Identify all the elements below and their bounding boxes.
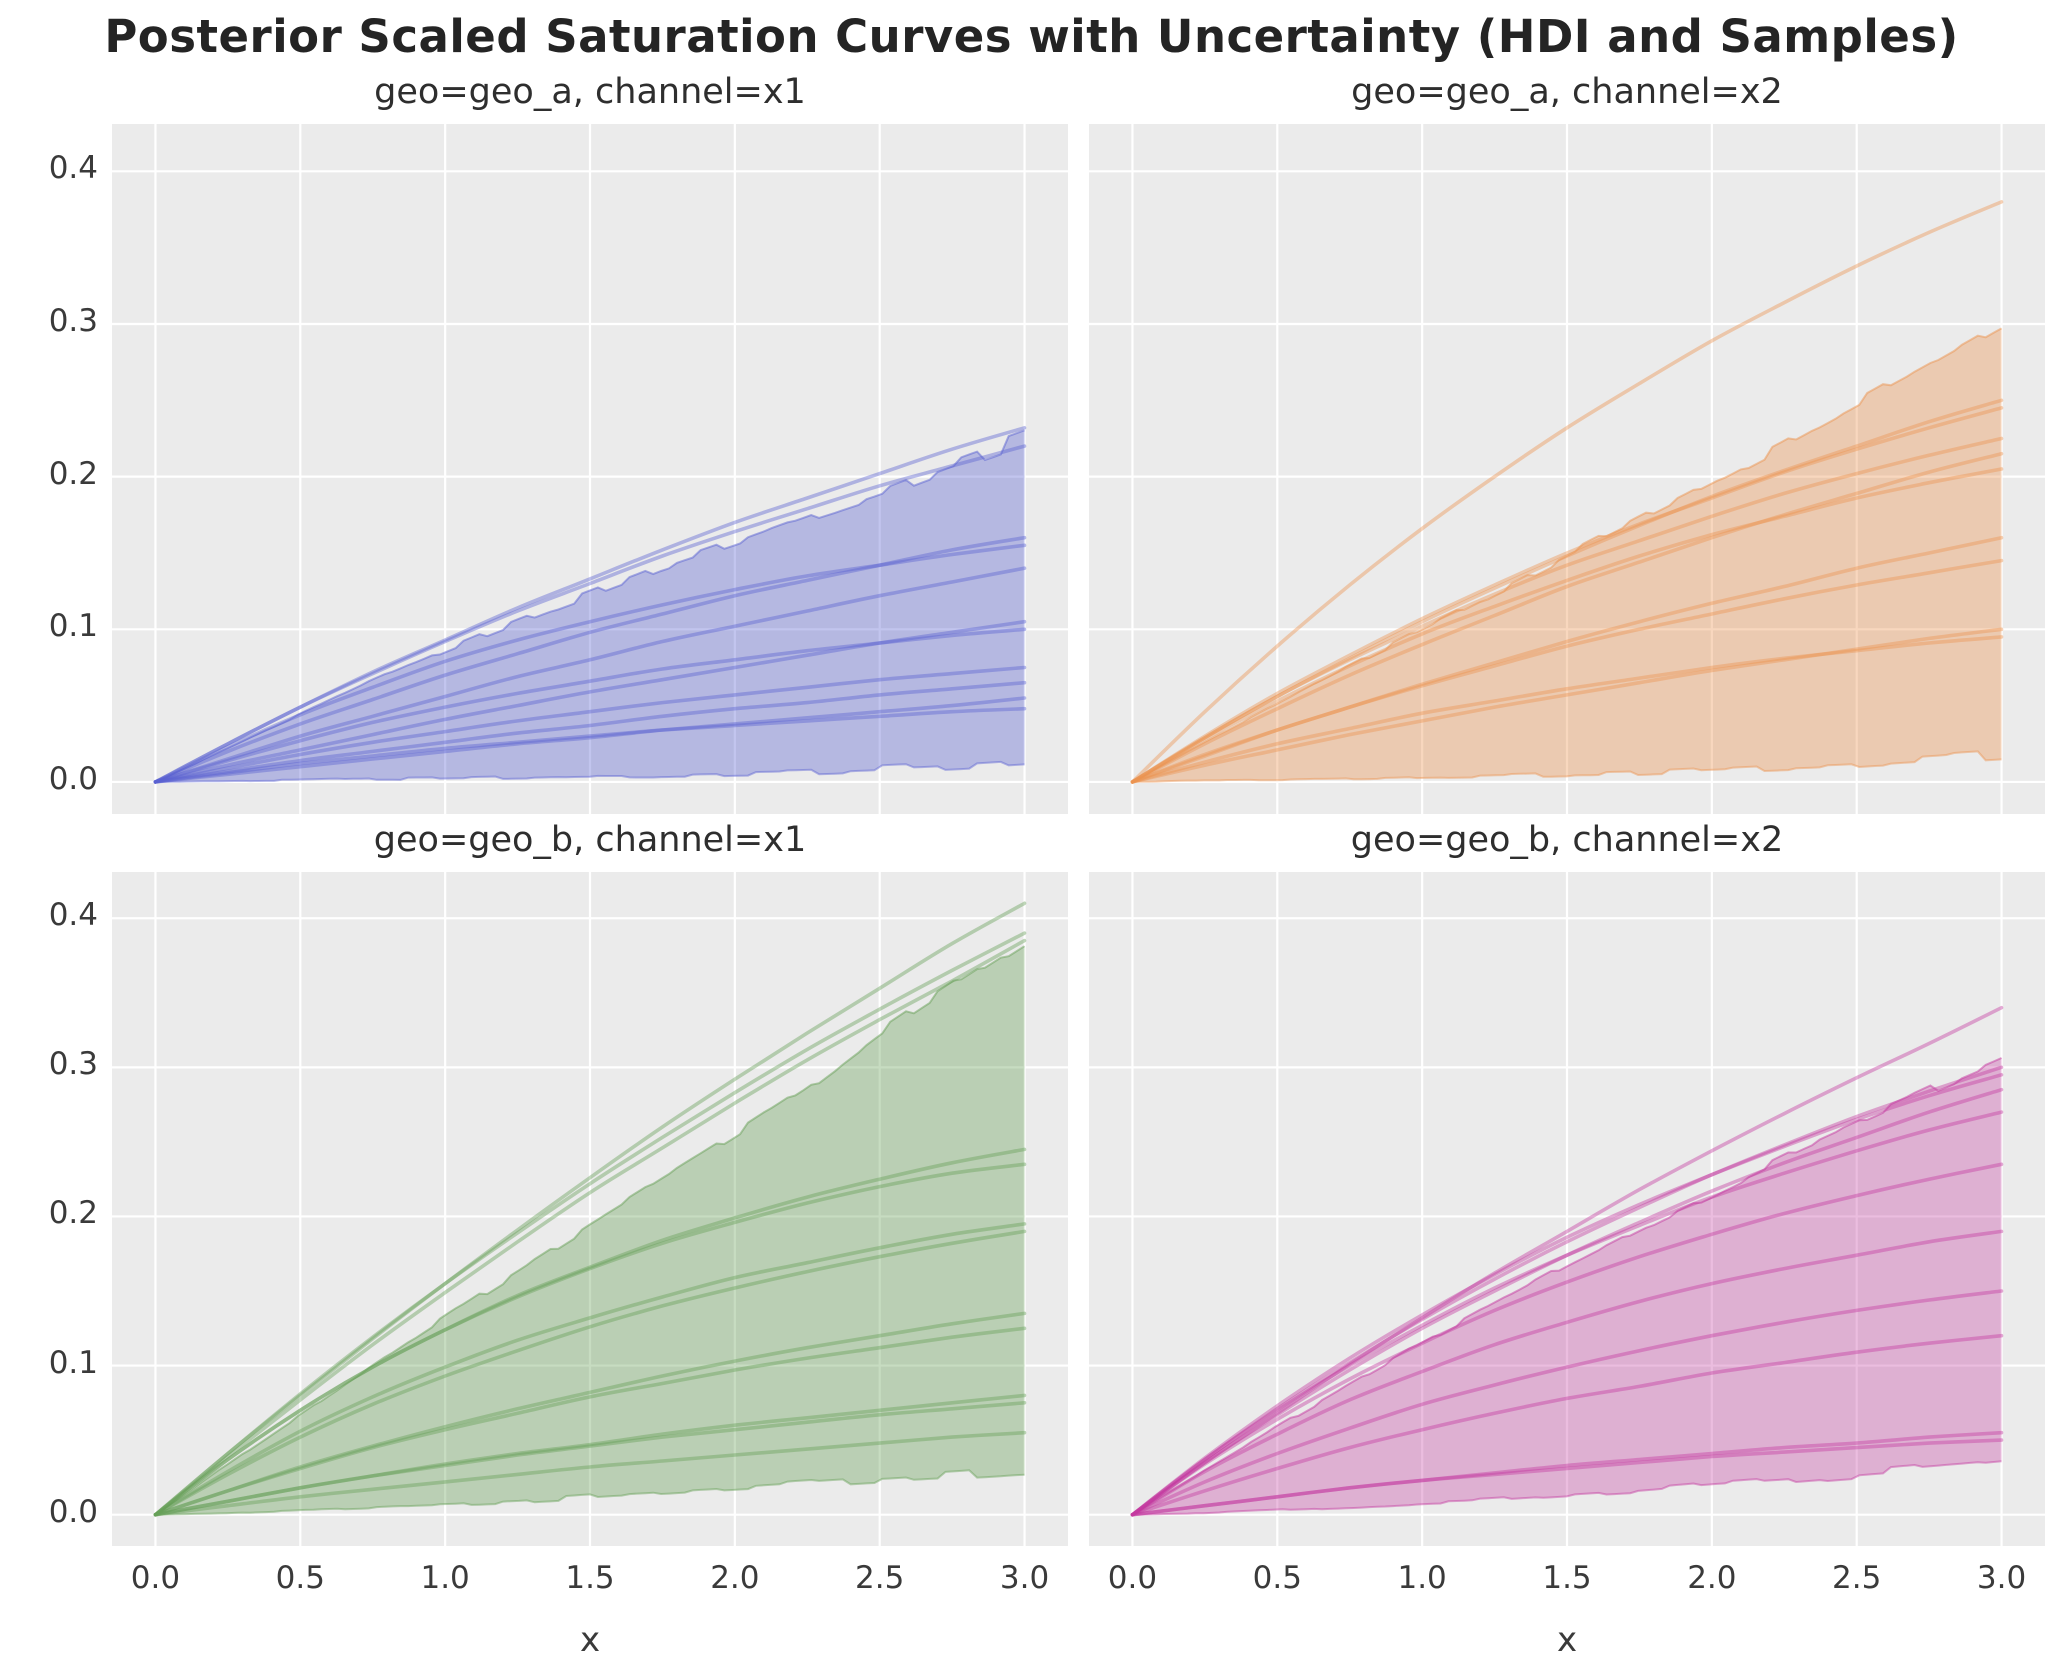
x-tick-label: 2.0 [1687,1560,1737,1596]
y-tick-label: 0.0 [48,760,98,797]
y-tick-label: 0.4 [48,897,98,934]
sample-curve [153,1222,1027,1517]
sample-curve [153,1430,1027,1517]
subplot-title-geo-b-x1: geo=geo_b, channel=x1 [373,820,807,860]
sample-curve [1130,398,2004,784]
x-axis-label-right: x [1556,1620,1578,1660]
sample-curve [153,696,1027,784]
sample-curve [1130,1162,2004,1517]
sample-curve [153,1393,1027,1517]
sample-curve [153,665,1027,784]
x-tick-label: 3.0 [999,1560,1050,1596]
y-tick-label: 0.1 [48,608,98,645]
hdi-band [1132,328,2002,782]
sample-curve [1130,451,2004,784]
x-tick-label: 1.0 [1397,1560,1447,1596]
sample-curve [1130,535,2004,784]
plot-area-geo-a-x2 [1089,124,2045,814]
x-tick-label: 1.5 [565,1560,615,1596]
x-tick-label: 1.5 [1542,1560,1592,1596]
sample-curve [153,1401,1027,1517]
sample-curve [1130,1073,2004,1517]
subplot-title-geo-a-x2: geo=geo_a, channel=x2 [1351,72,1783,112]
x-tick-label: 0.5 [1252,1560,1302,1596]
subplot-title-geo-b-x2: geo=geo_b, channel=x2 [1350,820,1784,860]
x-tick-label: 2.0 [710,1560,760,1596]
hdi-band [155,430,1025,782]
sample-curve [1130,1289,2004,1517]
sample-curve [153,535,1027,784]
sample-curve [1130,1065,2004,1517]
sample-curve [153,938,1027,1517]
x-tick-label: 1.0 [420,1560,470,1596]
plot-area-geo-b-x1 [112,872,1068,1546]
y-tick-label: 0.0 [48,1493,98,1530]
sample-curve [153,444,1027,784]
y-tick-label: 0.4 [48,150,98,187]
plot-area-geo-b-x2 [1089,872,2045,1546]
sample-curve [153,1229,1027,1517]
sample-curve [1130,406,2004,784]
x-tick-label: 0.0 [1107,1560,1158,1596]
sample-curve [1130,558,2004,784]
y-tick-label: 0.3 [48,302,98,339]
figure-title: Posterior Scaled Saturation Curves with … [104,10,1959,63]
y-tick-label: 0.2 [48,455,98,492]
sample-curve [1130,1430,2004,1517]
x-tick-label: 0.5 [275,1560,325,1596]
x-tick-label: 2.5 [1832,1560,1882,1596]
hdi-band-upper-edge [1131,1057,2002,1516]
hdi-band-upper-edge [155,429,1025,783]
x-tick-label: 0.0 [130,1560,181,1596]
sample-curve [1130,1087,2004,1517]
plot-area-geo-a-x1 [112,124,1068,814]
sample-curve [1130,200,2004,784]
sample-curve [153,1147,1027,1517]
x-tick-label: 2.5 [855,1560,905,1596]
subplot-title-geo-a-x1: geo=geo_a, channel=x1 [374,72,806,112]
sample-curve [153,680,1027,784]
hdi-band-upper-edge [154,945,1026,1516]
y-tick-label: 0.1 [48,1344,98,1381]
sample-curve [153,1311,1027,1517]
y-tick-label: 0.2 [48,1195,98,1232]
hdi-band [1132,1058,2002,1515]
sample-curve [1130,436,2004,784]
sample-curve [153,566,1027,784]
sample-curve [1130,635,2004,784]
sample-curve [1130,1438,2004,1517]
sample-curve [153,619,1027,784]
sample-curve [1130,1005,2004,1517]
sample-curve [153,706,1027,784]
hdi-band-lower-edge [1132,750,2002,783]
sample-curve [1130,627,2004,784]
y-tick-label: 0.3 [48,1046,98,1083]
sample-curve [1130,467,2004,784]
hdi-band-lower-edge [155,760,1025,783]
sample-curve [153,543,1027,784]
sample-curve [153,1162,1027,1517]
sample-curve [153,627,1027,784]
sample-curve [153,1326,1027,1517]
sample-curve [153,931,1027,1517]
x-axis-label-left: x [579,1620,601,1660]
x-tick-label: 3.0 [1976,1560,2027,1596]
sample-curve [1130,1110,2004,1517]
sample-curve [153,426,1027,784]
sample-curve [153,901,1027,1517]
sample-curve [1130,1333,2004,1517]
hdi-band-upper-edge [1132,327,2002,783]
sample-curve [1130,1229,2004,1517]
hdi-band-lower-edge [155,1469,1025,1516]
hdi-band-lower-edge [1132,1460,2002,1516]
